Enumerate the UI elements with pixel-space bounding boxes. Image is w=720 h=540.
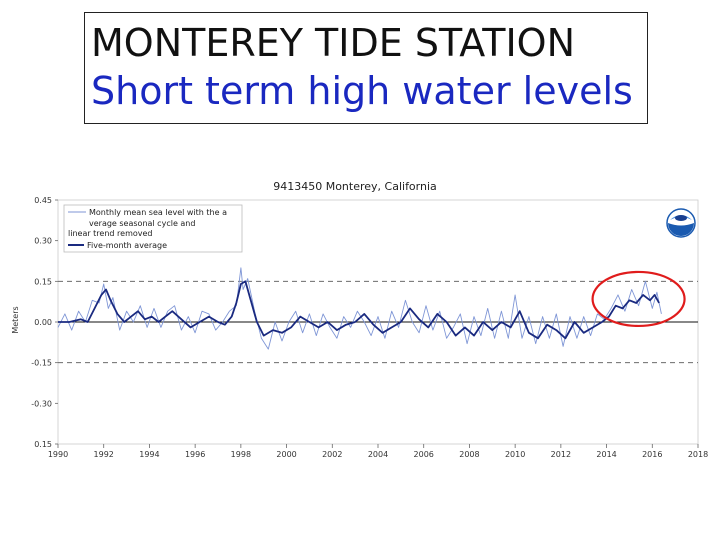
y-tick-label: -0.15 [31, 359, 52, 368]
series-monthly-mean [57, 267, 662, 350]
x-tick-label: 2014 [596, 450, 616, 459]
legend-average-label: Five-month average [87, 241, 167, 250]
y-tick-label: 0.45 [34, 196, 52, 205]
x-tick-label: 1990 [48, 450, 68, 459]
x-tick-label: 2008 [459, 450, 479, 459]
x-tick-label: 2000 [276, 450, 296, 459]
x-tick-label: 2002 [322, 450, 342, 459]
legend-box [63, 204, 243, 253]
y-tick-label: 0.15 [34, 440, 52, 449]
x-tick-label: 2012 [551, 450, 571, 459]
x-tick-label: 2006 [414, 450, 434, 459]
legend-monthly-label: Monthly mean sea level with the a verage… [68, 208, 230, 238]
x-tick-label: 1992 [94, 450, 114, 459]
series-five-month-average [58, 280, 660, 340]
y-axis-label: Meters [11, 306, 20, 333]
y-tick-label: 0.15 [34, 277, 52, 286]
slide-subtitle: Short term high water levels [91, 69, 633, 113]
highlight-ellipse [591, 270, 686, 328]
noaa-logo-icon [666, 208, 696, 238]
x-tick-label: 1994 [139, 450, 159, 459]
sea-level-chart: 9413450 Monterey, California Meters 0.45… [11, 180, 708, 459]
y-tick-label: 0.30 [34, 237, 52, 246]
x-tick-label: 2018 [688, 450, 708, 459]
x-tick-label: 1996 [185, 450, 205, 459]
x-tick-label: 2016 [642, 450, 662, 459]
slide-title: MONTEREY TIDE STATION [91, 21, 575, 65]
chart-title: 9413450 Monterey, California [273, 180, 437, 193]
title-box: MONTEREY TIDE STATION Short term high wa… [84, 12, 648, 124]
x-tick-label: 2010 [505, 450, 525, 459]
legend: Monthly mean sea level with the a verage… [63, 204, 243, 253]
x-tick-label: 1998 [231, 450, 251, 459]
x-tick-label: 2004 [368, 450, 388, 459]
y-tick-label: 0.00 [34, 318, 52, 327]
y-tick-label: -0.30 [31, 399, 52, 408]
